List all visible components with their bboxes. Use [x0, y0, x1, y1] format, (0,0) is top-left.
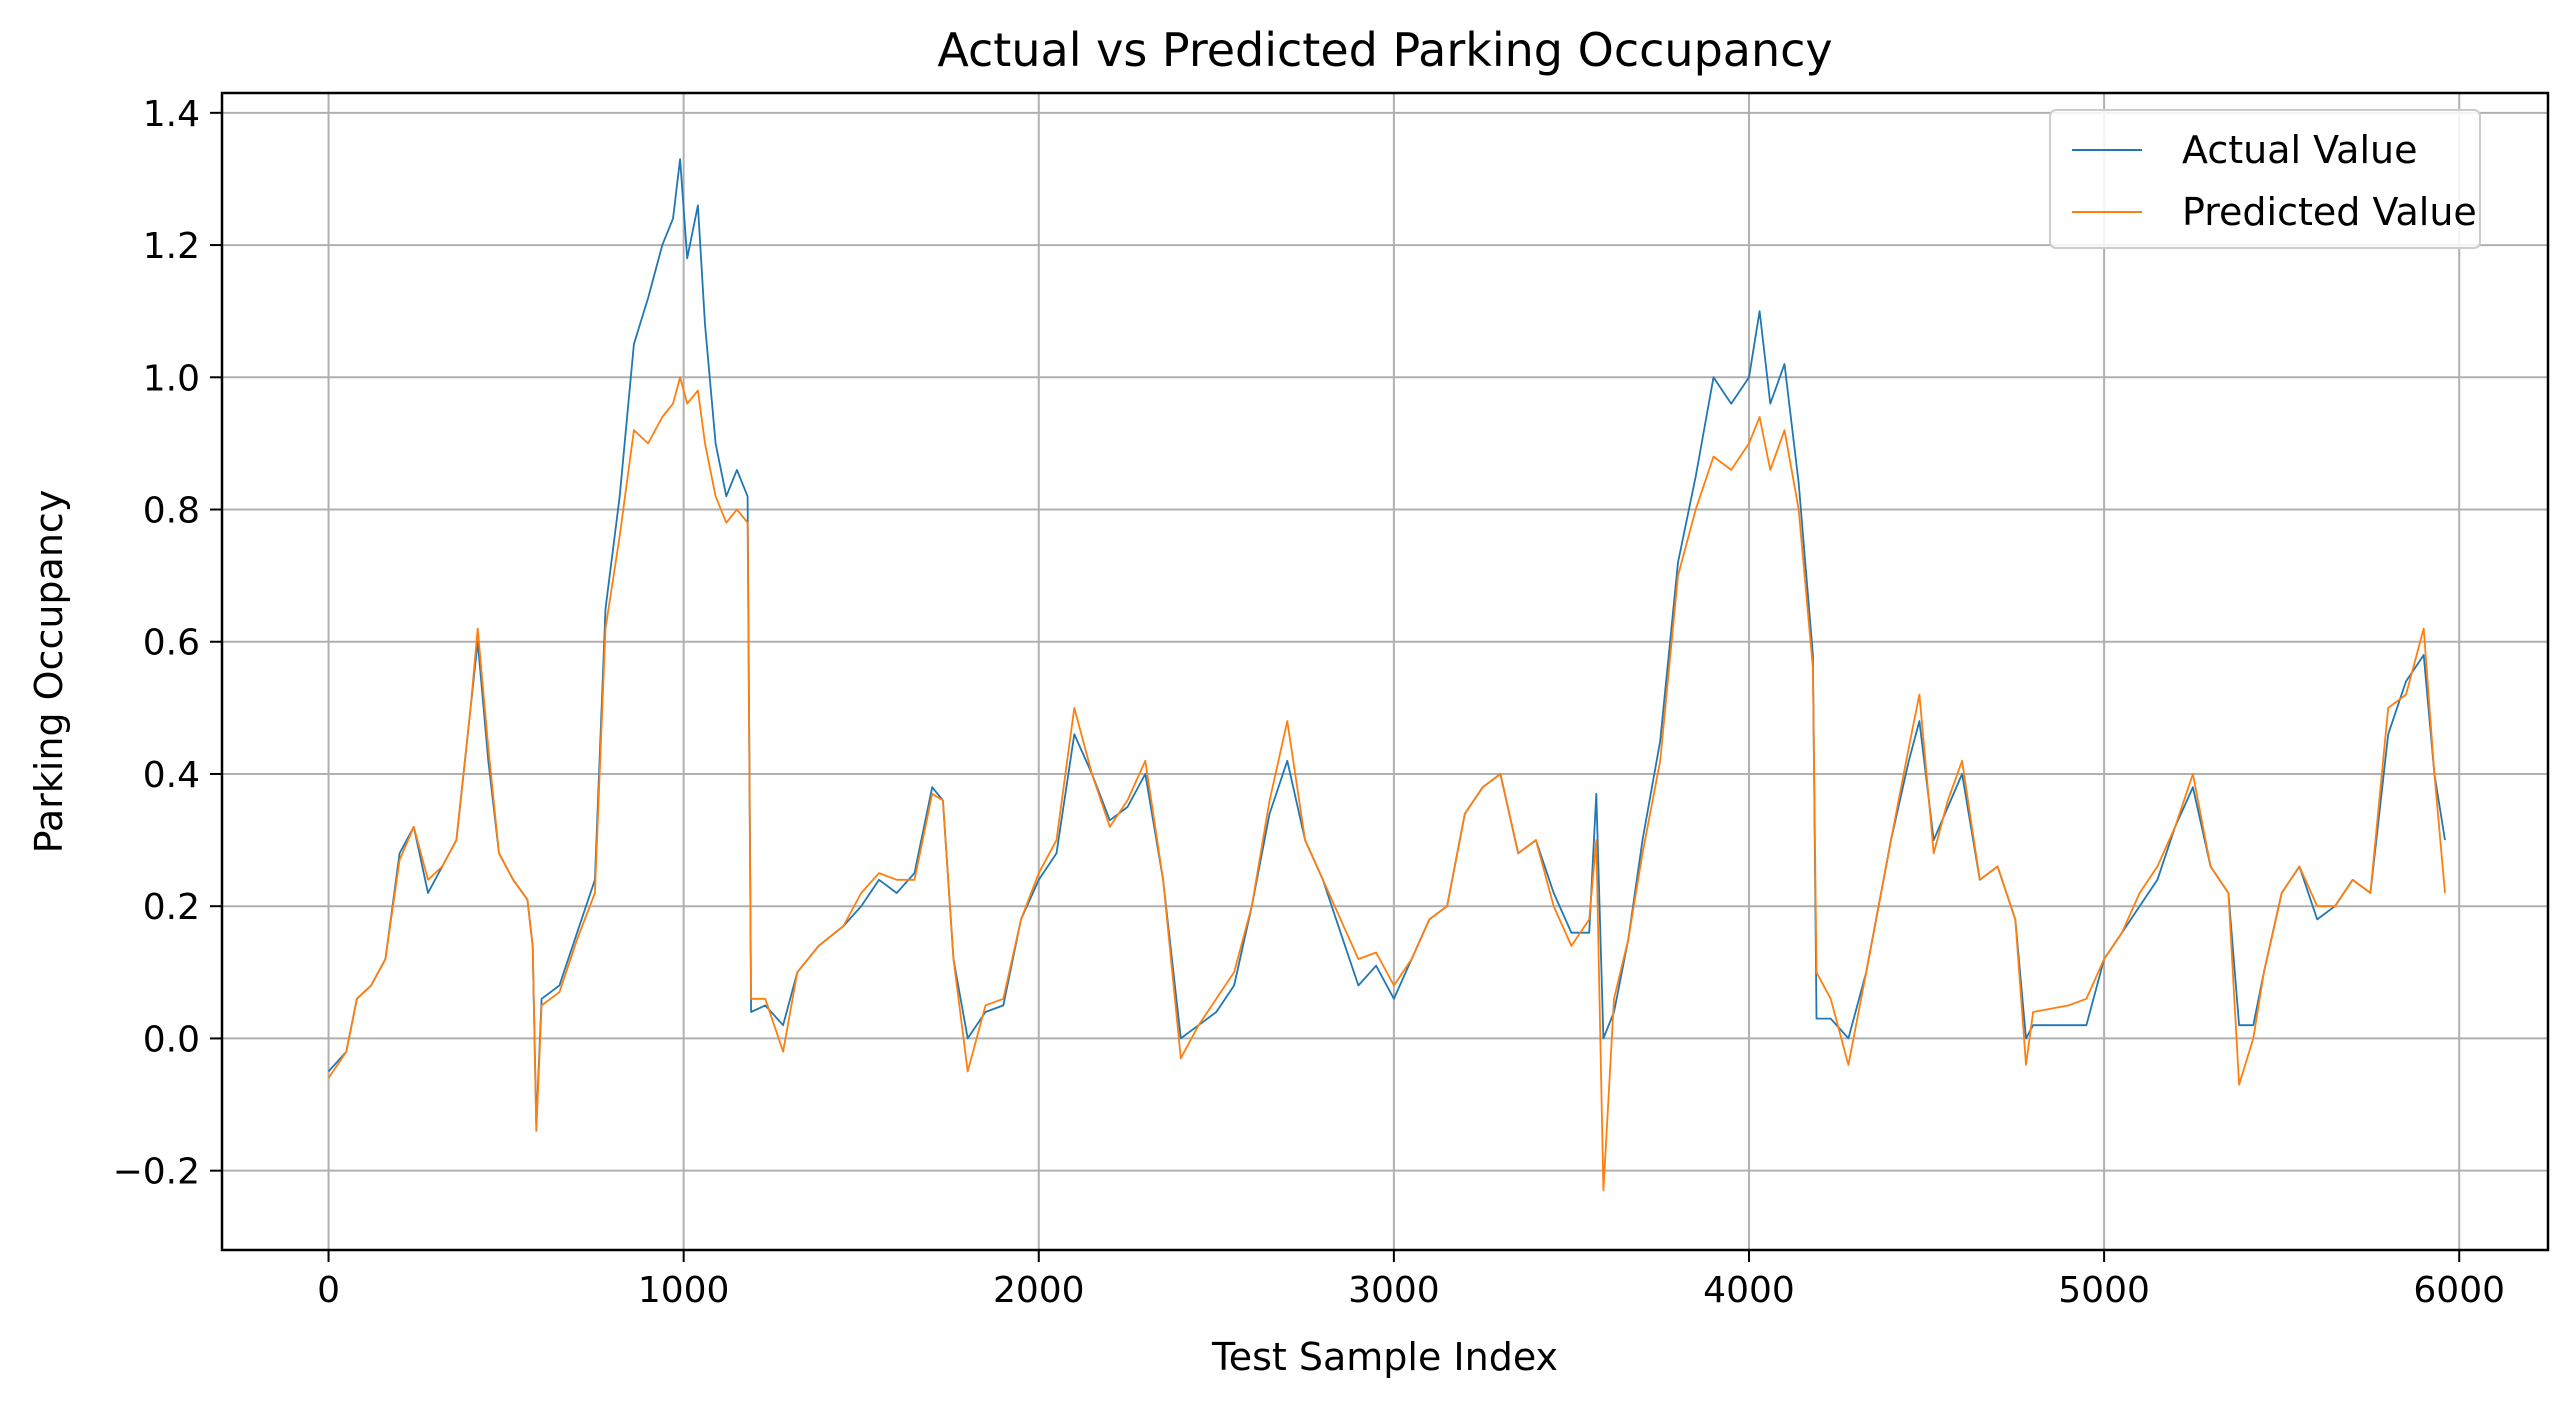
x-tick-label: 4000: [1703, 1270, 1795, 1311]
x-tick-label: 5000: [2058, 1270, 2150, 1311]
x-tick-label: 0: [317, 1270, 340, 1311]
y-tick-label: 0.4: [143, 755, 200, 796]
legend: Actual Value Predicted Value: [2049, 109, 2481, 249]
series-line-predicted: [327, 376, 2446, 1192]
y-axis-label: Parking Occupancy: [27, 490, 71, 854]
legend-label-actual: Actual Value: [2182, 128, 2417, 172]
x-tick-label: 6000: [2413, 1270, 2505, 1311]
chart-title: Actual vs Predicted Parking Occupancy: [937, 23, 1832, 77]
legend-label-predicted: Predicted Value: [2182, 190, 2477, 234]
axis-ticks: 0 1000 2000 3000 4000 5000 6000 −0.2 0.0 0.2 0.4 0.…: [113, 94, 2505, 1311]
y-tick-label: 0.0: [143, 1019, 200, 1060]
y-tick-label: −0.2: [113, 1152, 200, 1193]
series-line-actual: [327, 158, 2446, 1126]
series-lines: [327, 158, 2446, 1192]
y-tick-label: 1.2: [143, 226, 200, 267]
y-tick-label: 0.8: [143, 491, 200, 532]
plot-frame: [220, 91, 2550, 1252]
y-tick-label: 1.4: [143, 94, 200, 135]
y-tick-label: 1.0: [143, 358, 200, 399]
x-tick-label: 2000: [993, 1270, 1085, 1311]
x-axis-label: Test Sample Index: [1211, 1335, 1558, 1379]
legend-box: [2049, 109, 2481, 249]
x-tick-label: 3000: [1348, 1270, 1440, 1311]
y-tick-label: 0.6: [143, 623, 200, 664]
x-tick-label: 1000: [638, 1270, 730, 1311]
gridlines: [222, 93, 2548, 1250]
y-tick-label: 0.2: [143, 887, 200, 928]
